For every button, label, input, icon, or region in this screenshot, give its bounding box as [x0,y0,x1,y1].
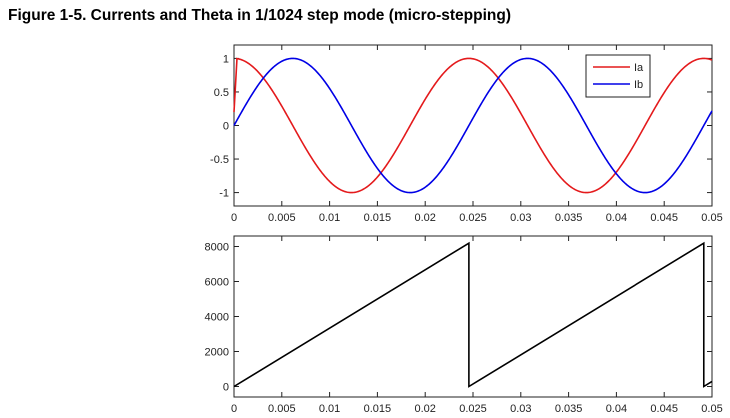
y-tick-label: 2000 [205,347,229,359]
x-tick-label: 0.02 [414,212,435,224]
x-tick-label: 0.035 [555,212,583,224]
y-tick-label: 0.5 [214,87,229,99]
x-tick-label: 0 [231,403,237,415]
x-tick-label: 0.05 [701,212,722,224]
y-tick-label: 6000 [205,277,229,289]
x-tick-label: 0.015 [364,212,392,224]
theta-plot: 0 0.005 0.01 0.015 0.02 0.025 0.03 0.035 0.04 0.0… [205,235,723,415]
x-tick-label: 0.045 [650,403,678,415]
figure-title: Figure 1-5. Currents and Theta in 1/1024… [8,7,511,24]
legend: Ia Ib [585,54,651,98]
x-tick-label: 0.005 [268,212,296,224]
x-tick-label: 0.015 [364,403,392,415]
legend-label-ib: Ib [634,79,643,91]
series-line-ia [233,57,713,194]
x-tick-label: 0.01 [319,212,340,224]
x-tick-label: 0.03 [510,403,531,415]
plot-frame [233,235,713,398]
x-tick-label: 0.04 [606,212,627,224]
y-tick-label: -0.5 [210,154,229,166]
x-tick-label: 0 [231,212,237,224]
x-tick-label: 0.04 [606,403,627,415]
y-tick-label: 4000 [205,312,229,324]
y-tick-label: 1 [223,53,229,65]
x-tick-label: 0.045 [650,212,678,224]
x-tick-label: 0.02 [414,403,435,415]
x-tick-label: 0.03 [510,212,531,224]
x-tick-label: 0.01 [319,403,340,415]
y-tick-label: 8000 [205,242,229,254]
series-line-theta [233,241,713,388]
currents-plot: 0 0.005 0.01 0.015 0.02 0.025 0.03 0.035 0.04 0.0… [210,44,723,224]
y-tick-label: 0 [223,382,229,394]
x-tick-label: 0.025 [459,403,487,415]
series-line-ib [233,57,713,194]
y-tick-label: -1 [219,188,229,200]
x-tick-label: 0.035 [555,403,583,415]
y-tick-label: 0 [223,121,229,133]
x-tick-label: 0.05 [701,403,722,415]
x-tick-label: 0.005 [268,403,296,415]
legend-label-ia: Ia [634,62,644,74]
x-tick-label: 0.025 [459,212,487,224]
